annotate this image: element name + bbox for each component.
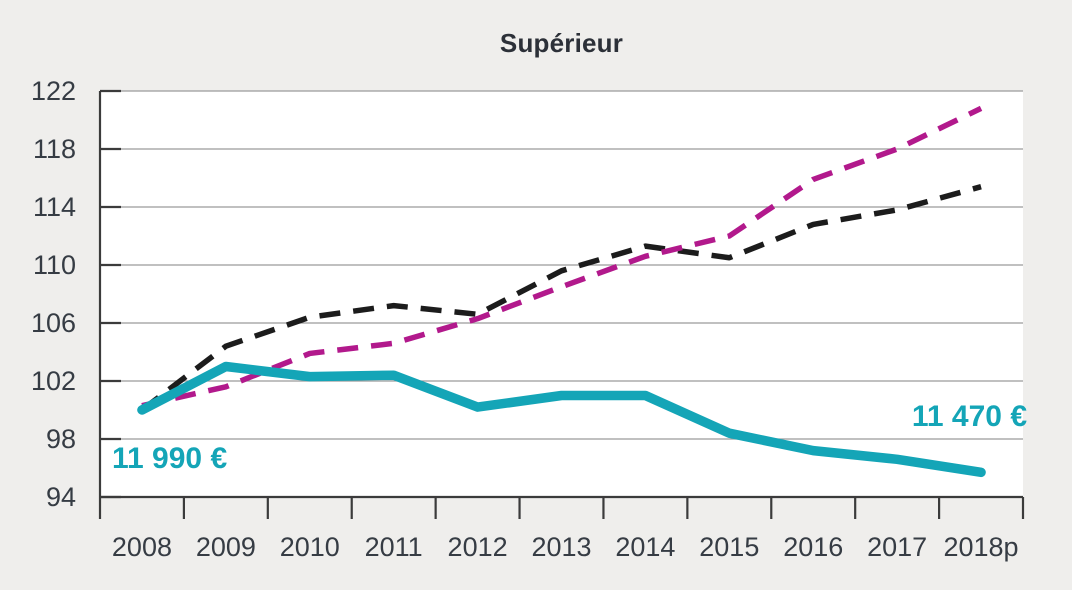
series-line-solid-teal: [137, 361, 986, 478]
y-tick-label: 94: [46, 482, 76, 512]
x-tick-label: 2008: [112, 532, 172, 562]
x-tick-label: 2011: [365, 532, 423, 562]
annotation-end-value: 11 470 €: [911, 400, 1027, 433]
y-tick-label: 110: [33, 250, 76, 280]
x-tick-label: 2016: [783, 532, 843, 562]
x-tick-label: 2014: [615, 532, 675, 562]
x-tick-label: 2013: [531, 532, 591, 562]
x-tick-label: 2010: [280, 532, 340, 562]
x-tick-label: 2017: [867, 532, 927, 562]
annotation-start-value: 11 990 €: [112, 442, 228, 475]
y-tick-label: 118: [33, 134, 76, 164]
y-tick-label: 106: [31, 308, 76, 338]
x-tick-label: 2012: [448, 532, 508, 562]
y-tick-label: 114: [33, 192, 76, 222]
x-tick-label: 2018p: [943, 532, 1018, 562]
series-line-dashed-magenta: [141, 105, 983, 409]
x-tick-label: 2009: [196, 532, 256, 562]
chart-title: Supérieur: [499, 28, 624, 58]
series-line-dashed-black: [140, 184, 982, 413]
y-tick-label: 122: [31, 76, 76, 106]
x-tick-label: 2015: [699, 532, 759, 562]
plot-area: [100, 91, 1023, 497]
y-tick-label: 98: [46, 424, 76, 454]
y-tick-label: 102: [31, 366, 76, 396]
